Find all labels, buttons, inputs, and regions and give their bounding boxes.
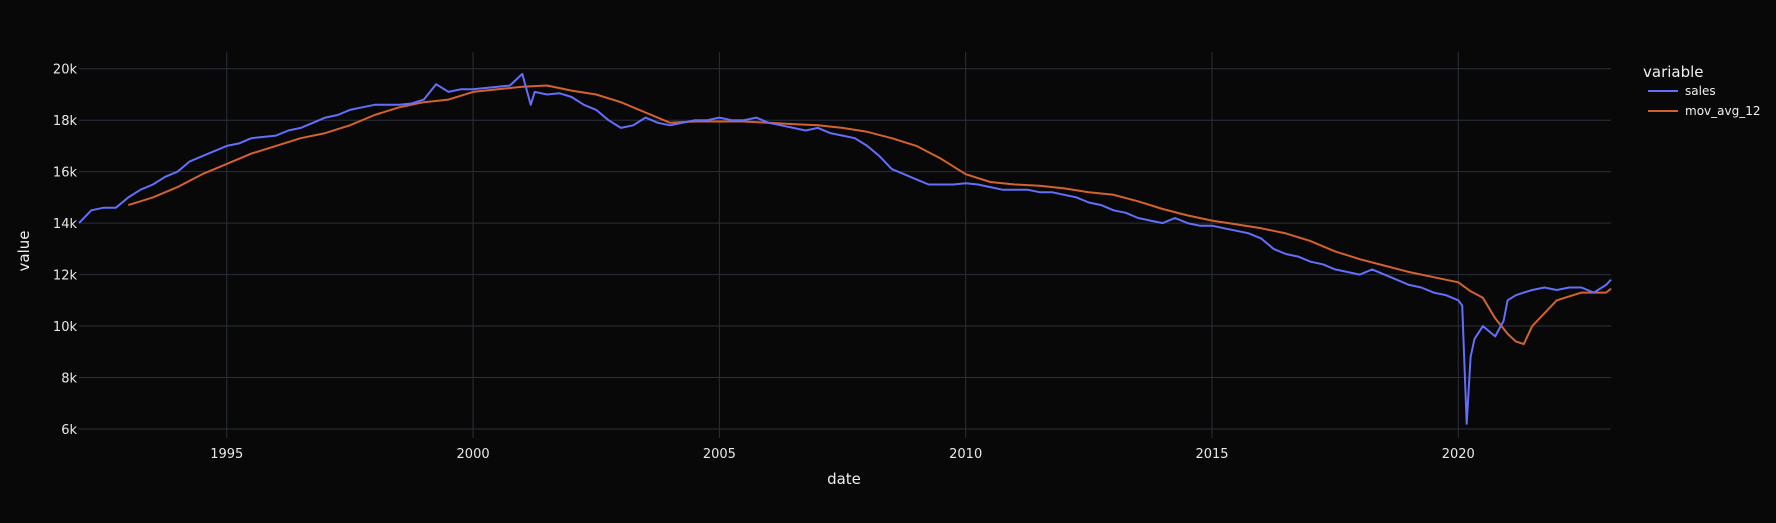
x-gridlines: [226, 52, 1459, 438]
y-tick-label: 8k: [61, 372, 77, 387]
y-tick-label: 20k: [53, 63, 78, 78]
legend-label-mov-avg-12: mov_avg_12: [1685, 104, 1760, 118]
legend-label-sales: sales: [1685, 84, 1716, 98]
legend: variable sales mov_avg_12: [1643, 63, 1760, 118]
y-tick-label: 6k: [61, 423, 77, 438]
y-tick-label: 18k: [53, 114, 78, 129]
y-tick-label: 12k: [53, 269, 78, 284]
x-tick-labels: 1995 2000 2005 2010 2015 2020: [210, 447, 1475, 462]
x-tick-label: 1995: [210, 447, 243, 462]
x-axis-title: date: [827, 470, 861, 488]
legend-title: variable: [1643, 63, 1704, 81]
y-tick-label: 16k: [53, 166, 78, 181]
legend-item-mov-avg-12[interactable]: mov_avg_12: [1648, 104, 1760, 118]
y-tick-label: 14k: [53, 217, 78, 232]
plot-series: [78, 72, 1612, 425]
x-tick-label: 2015: [1195, 447, 1228, 462]
y-tick-labels: 6k 8k 10k 12k 14k 16k 18k 20k: [53, 63, 78, 438]
x-tick-label: 2005: [703, 447, 736, 462]
y-axis-title: value: [15, 231, 33, 272]
y-tick-label: 10k: [53, 320, 78, 335]
series-line-sales: [78, 72, 1612, 425]
x-tick-label: 2020: [1442, 447, 1475, 462]
x-tick-label: 2000: [457, 447, 490, 462]
series-line-mov-avg-12: [128, 84, 1612, 346]
legend-item-sales[interactable]: sales: [1648, 84, 1716, 98]
x-tick-label: 2010: [949, 447, 982, 462]
